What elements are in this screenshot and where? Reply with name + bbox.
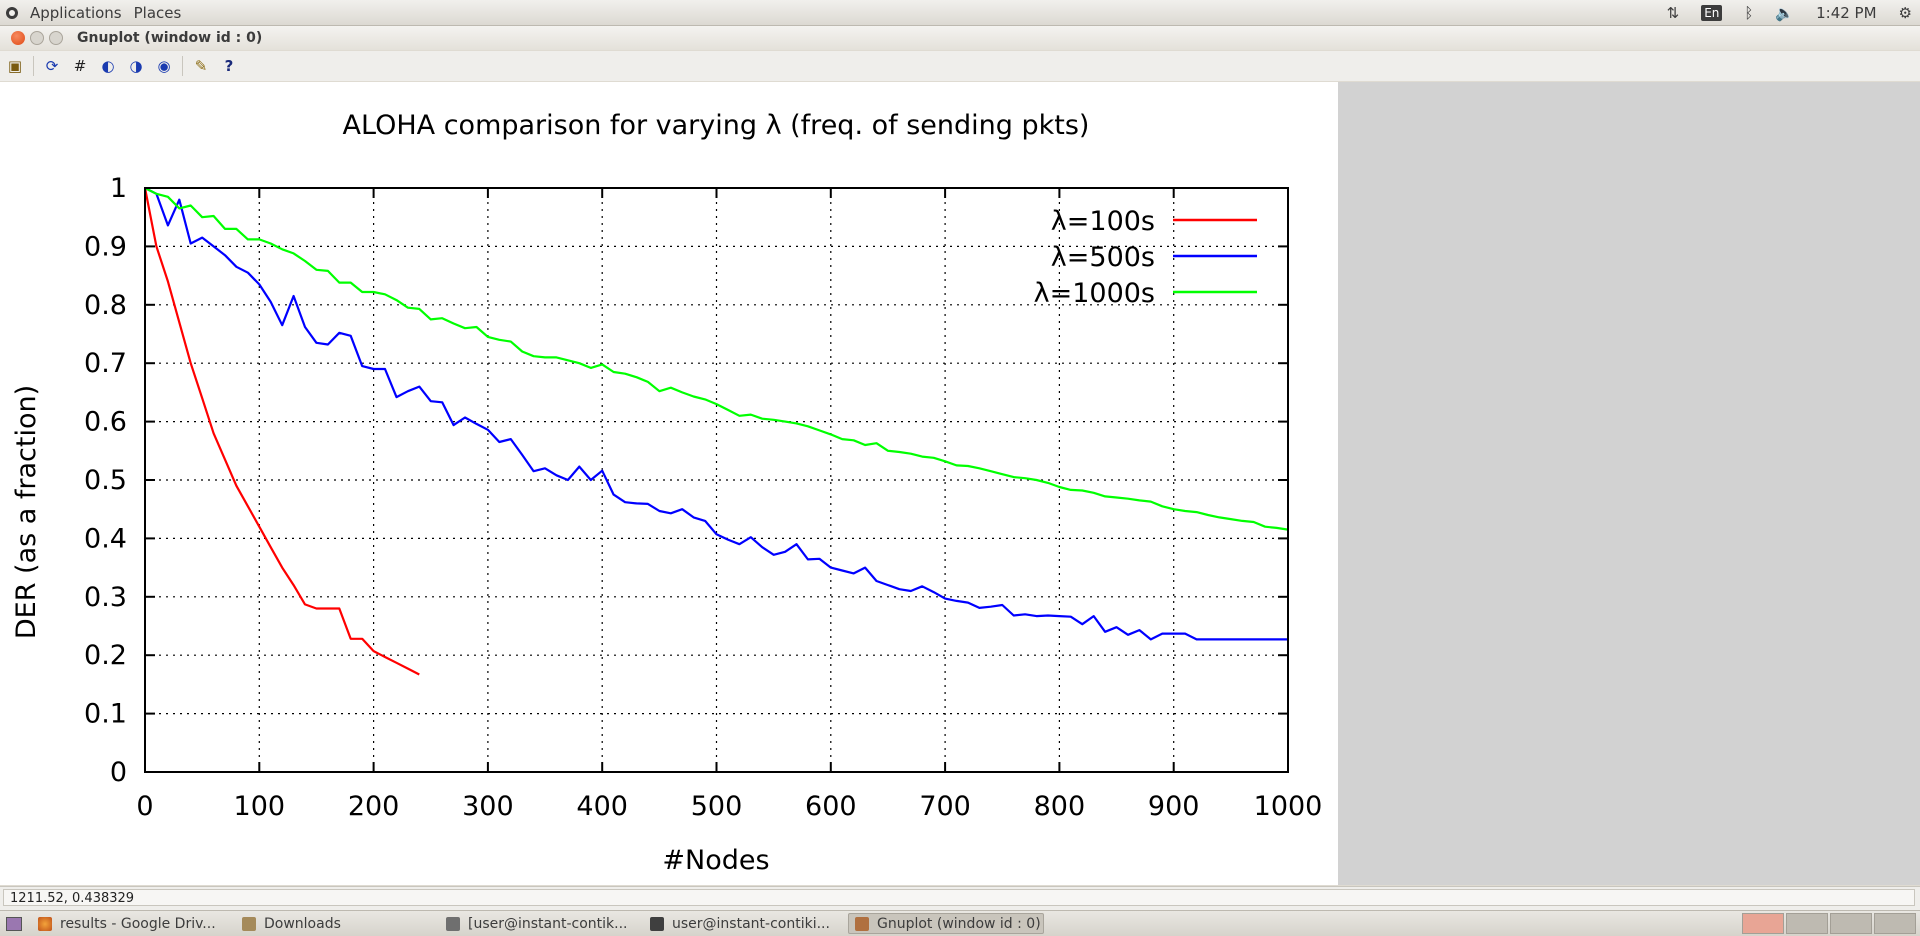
y-tick-label: 0.5 [84, 465, 127, 496]
close-button[interactable] [11, 31, 25, 45]
workspace-2[interactable] [1786, 913, 1828, 934]
volume-muted-icon[interactable]: 🔈 [1775, 3, 1795, 22]
task-label: Gnuplot (window id : 0) [877, 915, 1041, 932]
y-axis-label: DER (as a fraction) [11, 385, 42, 639]
x-tick-label: 800 [1034, 791, 1086, 822]
show-desktop-icon[interactable] [6, 916, 22, 931]
legend-label-3: λ=1000s [1034, 278, 1155, 309]
workspace-4[interactable] [1874, 913, 1916, 934]
mouse-coordinates: 1211.52, 0.438329 [3, 889, 1915, 906]
firefox-icon [38, 916, 52, 931]
workspace-1[interactable] [1742, 913, 1784, 934]
menu-places[interactable]: Places [133, 3, 182, 22]
legend-label-1: λ=100s [1051, 206, 1155, 237]
panel-menu: Applications Places [0, 4, 193, 22]
zoom-next-icon[interactable]: ◑ [129, 57, 143, 75]
task-gnuplot[interactable]: Gnuplot (window id : 0) [848, 913, 1044, 934]
x-tick-label: 0 [136, 791, 153, 822]
y-tick-label: 0.3 [84, 582, 127, 613]
terminal-icon [650, 916, 664, 931]
plot-canvas[interactable]: ALOHA comparison for varying λ (freq. of… [0, 82, 1338, 885]
y-tick-label: 0 [110, 757, 127, 788]
toolbar-separator [33, 56, 34, 76]
gnuplot-icon [855, 916, 869, 931]
clipboard-icon[interactable]: ▣ [7, 57, 23, 75]
x-tick-label: 500 [691, 791, 743, 822]
task-downloads[interactable]: Downloads [236, 913, 436, 934]
series-line-3 [144, 187, 1289, 531]
workspace-3[interactable] [1830, 913, 1872, 934]
network-updown-icon[interactable]: ⇅ [1666, 3, 1680, 22]
gear-icon[interactable]: ⚙ [1898, 3, 1912, 22]
y-tick-label: 1 [110, 173, 127, 204]
grid [145, 188, 1288, 772]
axis-ticks: 0 100 200 300 400 500 600 700 800 900 1000 0 0.1 0.2 0… [84, 173, 1322, 822]
x-tick-label: 900 [1148, 791, 1200, 822]
folder-icon [242, 916, 256, 931]
menu-applications[interactable]: Applications [30, 3, 122, 22]
taskbar: results - Google Driv... Downloads [user… [0, 910, 1920, 936]
clock[interactable]: 1:42 PM [1816, 3, 1877, 22]
chart-title: ALOHA comparison for varying λ (freq. of… [343, 110, 1090, 141]
window-titlebar[interactable]: Gnuplot (window id : 0) [0, 26, 1920, 50]
unzoom-icon[interactable]: ◉ [157, 57, 171, 75]
series-line-2 [144, 187, 1288, 641]
series-lines [143, 187, 1289, 676]
terminal-icon [446, 916, 460, 931]
replot-icon[interactable]: ⟳ [45, 57, 59, 75]
toolbar: ▣ ⟳ # ◐ ◑ ◉ ✎ ? [0, 51, 1920, 81]
toolbar-separator [182, 56, 183, 76]
x-tick-label: 200 [348, 791, 400, 822]
system-tray: ⇅ En ᛒ 🔈 1:42 PM ⚙ [1645, 0, 1912, 25]
keyboard-layout-indicator[interactable]: En [1701, 4, 1723, 21]
x-tick-label: 400 [576, 791, 628, 822]
status-bar: 1211.52, 0.438329 [0, 886, 1920, 910]
minimize-button[interactable] [30, 31, 44, 45]
top-panel: Applications Places ⇅ En ᛒ 🔈 1:42 PM ⚙ [0, 0, 1920, 26]
x-tick-label: 300 [462, 791, 514, 822]
workspace-switcher [1740, 913, 1916, 934]
task-terminal-1[interactable]: [user@instant-contik... [440, 913, 640, 934]
window-title: Gnuplot (window id : 0) [77, 30, 263, 46]
y-tick-label: 0.2 [84, 640, 127, 671]
y-tick-label: 0.7 [84, 348, 127, 379]
y-tick-label: 0.4 [84, 523, 127, 554]
task-label: Downloads [264, 915, 341, 932]
y-tick-label: 0.8 [84, 290, 127, 321]
legend-label-2: λ=500s [1051, 242, 1155, 273]
empty-canvas-area [1338, 82, 1920, 885]
y-tick-label: 0.6 [84, 407, 127, 438]
task-label: user@instant-contiki... [672, 915, 830, 932]
zoom-previous-icon[interactable]: ◐ [101, 57, 115, 75]
x-tick-label: 100 [234, 791, 286, 822]
maximize-button[interactable] [49, 31, 63, 45]
x-tick-label: 1000 [1254, 791, 1323, 822]
task-results-google-drive[interactable]: results - Google Driv... [32, 913, 232, 934]
help-icon[interactable]: ? [224, 57, 234, 75]
task-label: [user@instant-contik... [468, 915, 628, 932]
series-line-1 [143, 187, 420, 676]
grid-icon[interactable]: # [73, 57, 87, 75]
task-label: results - Google Driv... [60, 915, 216, 932]
x-tick-label: 600 [805, 791, 857, 822]
x-axis-label: #Nodes [662, 845, 769, 876]
ubuntu-logo-icon[interactable] [6, 6, 18, 19]
task-terminal-2[interactable]: user@instant-contiki... [644, 913, 844, 934]
x-tick-label: 700 [919, 791, 971, 822]
plot-frame [144, 187, 1289, 773]
chart[interactable]: ALOHA comparison for varying λ (freq. of… [0, 82, 1338, 885]
options-icon[interactable]: ✎ [194, 57, 208, 75]
bluetooth-icon[interactable]: ᛒ [1744, 3, 1754, 22]
y-tick-label: 0.1 [84, 699, 127, 730]
legend: λ=100s λ=500s λ=1000s [1034, 206, 1257, 309]
y-tick-label: 0.9 [84, 231, 127, 262]
